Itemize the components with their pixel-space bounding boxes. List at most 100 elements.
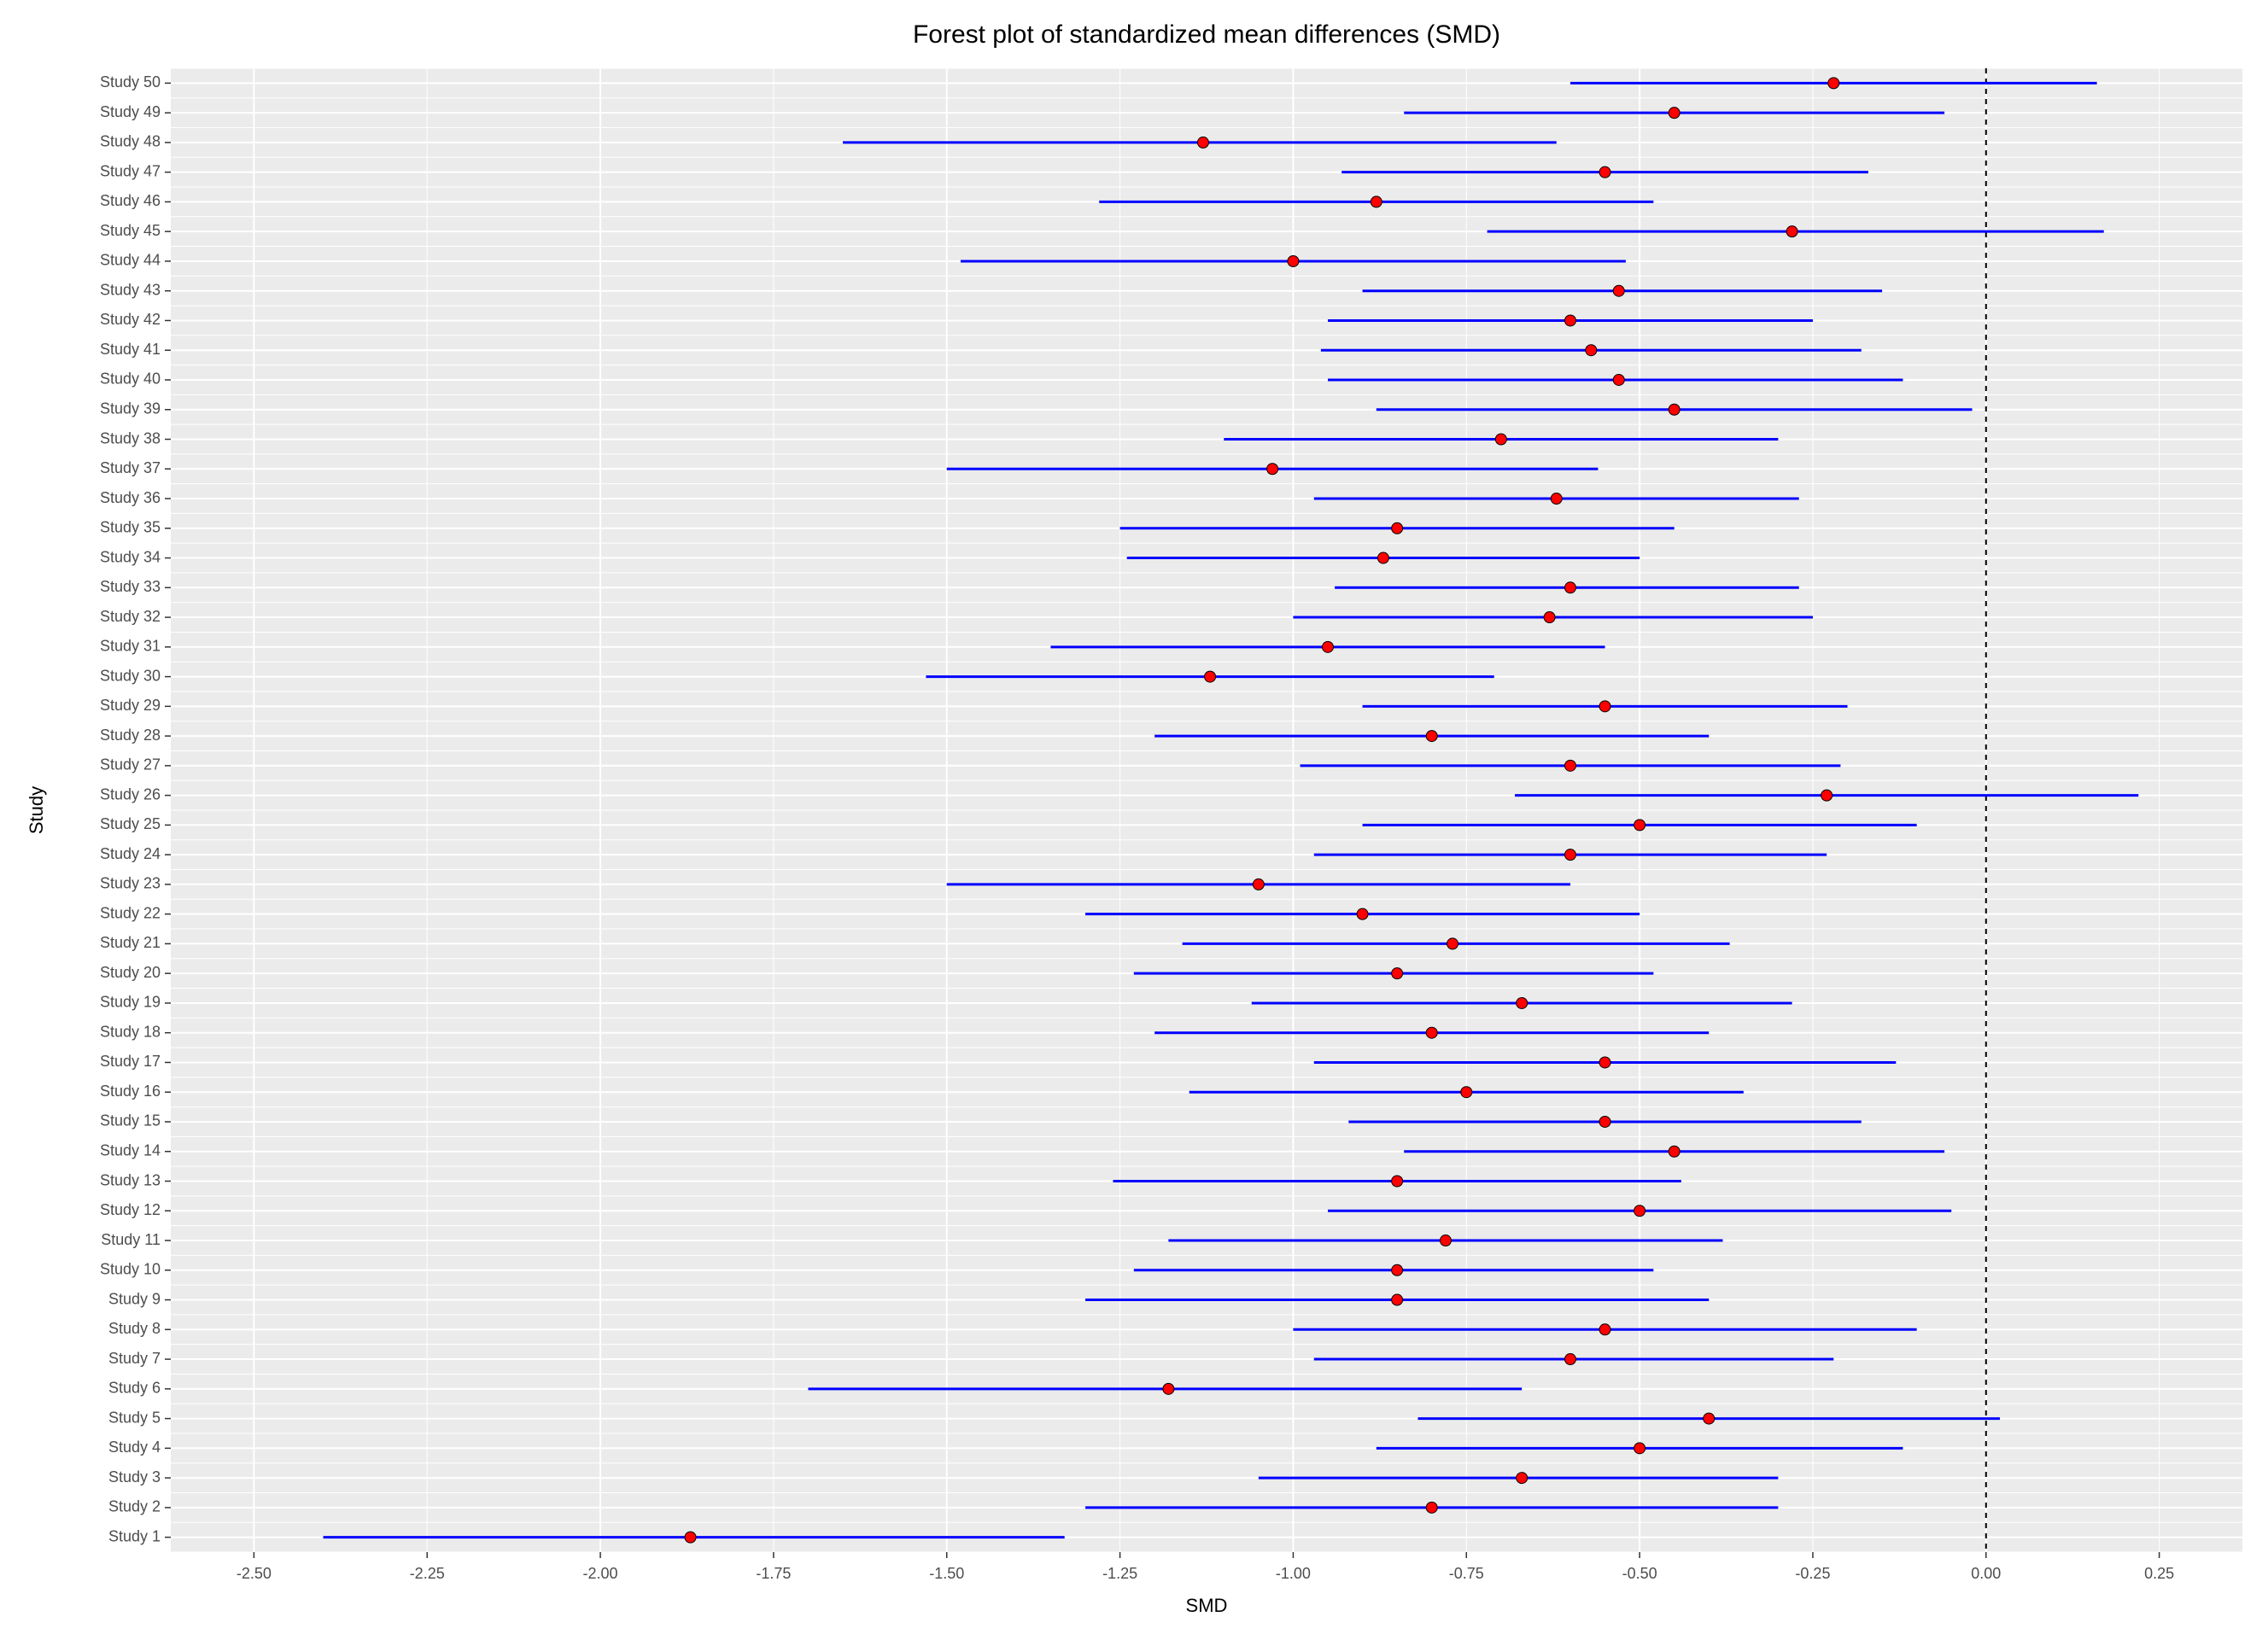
- point-estimate: [1426, 731, 1437, 742]
- y-tick-label: Study 10: [100, 1261, 161, 1278]
- point-estimate: [1599, 166, 1610, 178]
- y-tick-label: Study 33: [100, 578, 161, 595]
- point-estimate: [1669, 108, 1680, 119]
- point-estimate: [1495, 434, 1506, 445]
- point-estimate: [1634, 1443, 1645, 1454]
- point-estimate: [1828, 78, 1839, 89]
- y-tick-label: Study 41: [100, 341, 161, 358]
- point-estimate: [1634, 820, 1645, 831]
- x-tick-label: -2.50: [237, 1565, 272, 1582]
- point-estimate: [1599, 1057, 1610, 1068]
- x-tick-label: -0.50: [1622, 1565, 1657, 1582]
- point-estimate: [1564, 760, 1575, 771]
- y-tick-label: Study 2: [108, 1498, 161, 1515]
- point-estimate: [1669, 1146, 1680, 1157]
- point-estimate: [1564, 315, 1575, 326]
- y-tick-label: Study 45: [100, 222, 161, 239]
- y-tick-label: Study 48: [100, 133, 161, 150]
- y-tick-label: Study 5: [108, 1409, 161, 1426]
- y-tick-label: Study 35: [100, 519, 161, 536]
- point-estimate: [1392, 1264, 1403, 1275]
- y-tick-label: Study 28: [100, 727, 161, 744]
- y-tick-label: Study 18: [100, 1023, 161, 1040]
- point-estimate: [1634, 1205, 1645, 1217]
- y-tick-label: Study 32: [100, 608, 161, 625]
- point-estimate: [1447, 938, 1458, 949]
- x-tick-label: -1.50: [929, 1565, 964, 1582]
- y-tick-label: Study 19: [100, 994, 161, 1011]
- point-estimate: [1786, 226, 1797, 237]
- y-tick-label: Study 29: [100, 697, 161, 714]
- y-tick-label: Study 49: [100, 103, 161, 120]
- point-estimate: [1586, 345, 1597, 356]
- chart-title: Forest plot of standardized mean differe…: [913, 20, 1500, 49]
- point-estimate: [1517, 1473, 1528, 1484]
- y-tick-label: Study 24: [100, 845, 161, 862]
- y-tick-label: Study 42: [100, 311, 161, 328]
- point-estimate: [1357, 908, 1368, 919]
- point-estimate: [1197, 137, 1208, 148]
- y-tick-label: Study 30: [100, 667, 161, 684]
- point-estimate: [1371, 196, 1382, 207]
- y-tick-label: Study 31: [100, 638, 161, 655]
- point-estimate: [1613, 374, 1624, 385]
- point-estimate: [1551, 493, 1562, 505]
- point-estimate: [1267, 464, 1278, 475]
- point-estimate: [1377, 552, 1388, 563]
- point-estimate: [1599, 701, 1610, 712]
- x-tick-label: -1.75: [756, 1565, 791, 1582]
- x-tick-label: -2.00: [583, 1565, 618, 1582]
- point-estimate: [1392, 968, 1403, 979]
- y-tick-label: Study 39: [100, 400, 161, 417]
- point-estimate: [1392, 522, 1403, 534]
- y-tick-label: Study 40: [100, 371, 161, 388]
- x-tick-label: 0.00: [1971, 1565, 2001, 1582]
- y-tick-label: Study 7: [108, 1350, 161, 1367]
- y-tick-label: Study 34: [100, 548, 161, 565]
- y-tick-label: Study 12: [100, 1201, 161, 1218]
- point-estimate: [685, 1532, 696, 1543]
- y-tick-label: Study 37: [100, 459, 161, 476]
- y-tick-label: Study 11: [101, 1231, 161, 1248]
- y-tick-label: Study 43: [100, 281, 161, 298]
- point-estimate: [1392, 1176, 1403, 1187]
- y-tick-label: Study 17: [100, 1053, 161, 1070]
- x-tick-label: -0.25: [1795, 1565, 1830, 1582]
- y-tick-label: Study 47: [100, 162, 161, 179]
- x-tick-label: 0.25: [2144, 1565, 2174, 1582]
- point-estimate: [1322, 641, 1333, 652]
- y-tick-label: Study 36: [100, 489, 161, 506]
- point-estimate: [1517, 997, 1528, 1008]
- point-estimate: [1288, 255, 1299, 266]
- y-tick-label: Study 3: [108, 1468, 161, 1485]
- x-tick-label: -1.00: [1276, 1565, 1311, 1582]
- y-tick-label: Study 46: [100, 192, 161, 209]
- y-tick-label: Study 9: [108, 1290, 161, 1307]
- x-tick-label: -0.75: [1449, 1565, 1484, 1582]
- y-tick-label: Study 50: [100, 73, 161, 90]
- y-tick-label: Study 16: [100, 1083, 161, 1100]
- y-tick-label: Study 6: [108, 1380, 161, 1397]
- y-tick-label: Study 4: [108, 1439, 161, 1456]
- y-axis-label: Study: [26, 786, 47, 834]
- forest-plot-container: -2.50-2.25-2.00-1.75-1.50-1.25-1.00-0.75…: [0, 0, 2268, 1646]
- y-tick-label: Study 22: [100, 904, 161, 921]
- point-estimate: [1564, 849, 1575, 861]
- point-estimate: [1599, 1324, 1610, 1335]
- forest-plot-svg: -2.50-2.25-2.00-1.75-1.50-1.25-1.00-0.75…: [0, 0, 2268, 1646]
- plot-panel: [171, 68, 2242, 1552]
- point-estimate: [1392, 1294, 1403, 1305]
- y-tick-label: Study 44: [100, 252, 161, 269]
- y-tick-label: Study 27: [100, 756, 161, 773]
- point-estimate: [1704, 1413, 1715, 1424]
- y-tick-label: Study 15: [100, 1112, 161, 1129]
- y-tick-label: Study 26: [100, 785, 161, 803]
- point-estimate: [1821, 790, 1833, 801]
- point-estimate: [1613, 285, 1624, 296]
- y-tick-label: Study 1: [108, 1527, 161, 1544]
- x-tick-label: -2.25: [410, 1565, 445, 1582]
- point-estimate: [1564, 1354, 1575, 1365]
- point-estimate: [1205, 671, 1216, 682]
- y-tick-label: Study 13: [100, 1171, 161, 1188]
- y-tick-label: Study 38: [100, 429, 161, 447]
